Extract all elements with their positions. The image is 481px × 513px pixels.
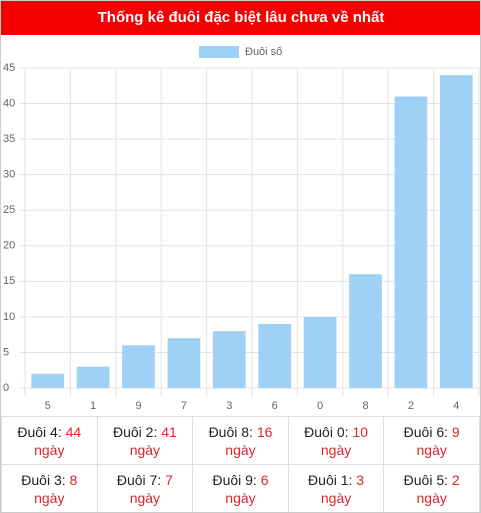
cell-label: Đuôi 1: — [308, 471, 353, 488]
cell-unit: ngày — [129, 489, 161, 506]
bar — [303, 316, 337, 388]
bar — [439, 75, 473, 388]
bar — [31, 373, 65, 388]
cell-label: Đuôi 8: — [208, 423, 253, 440]
bar — [258, 324, 292, 388]
table-cell: Đuôi 1: 3 ngày — [287, 464, 385, 512]
table-row: Đuôi 3: 8 ngày Đuôi 7: 7 ngày Đuôi 9: 6 ngày Đ… — [1, 464, 480, 512]
x-tick-label: 0 — [317, 400, 323, 412]
x-tick-label: 8 — [362, 400, 368, 412]
legend-label: Đuôi số — [245, 46, 282, 58]
y-tick-label: 20 — [3, 240, 15, 252]
y-tick-label: 40 — [3, 97, 15, 109]
cell-value: 3 — [356, 471, 365, 488]
cell-unit: ngày — [34, 441, 65, 458]
table-cell: Đuôi 6: 9 ngày — [383, 416, 480, 465]
cell-unit: ngày — [320, 489, 352, 506]
chart: Thống kê đuôi đặc biệt lâu chưa về nhất … — [1, 1, 480, 412]
cell-label: Đuôi 3: — [21, 471, 66, 488]
y-tick-label: 30 — [3, 169, 15, 181]
y-tick-label: 15 — [3, 275, 15, 287]
bar — [212, 331, 246, 388]
cell-value: 8 — [69, 471, 78, 488]
cell-value: 10 — [352, 423, 368, 440]
bar — [394, 96, 428, 388]
x-tick-label: 7 — [181, 400, 187, 412]
y-tick-label: 10 — [3, 311, 15, 323]
cell-unit: ngày — [416, 441, 447, 458]
cell-value: 41 — [161, 423, 177, 440]
x-tick-label: 5 — [45, 400, 51, 412]
table-cell: Đuôi 9: 6 ngày — [192, 464, 289, 512]
cell-value: 2 — [451, 471, 460, 488]
table-cell: Đuôi 3: 8 ngày — [1, 464, 98, 512]
x-tick-label: 6 — [272, 400, 278, 412]
x-tick-label: 3 — [226, 400, 232, 412]
cell-value: 16 — [256, 423, 273, 440]
chart-title: Thống kê đuôi đặc biệt lâu chưa về nhất — [98, 9, 385, 26]
x-tick-label: 1 — [90, 400, 96, 412]
summary-table: Đuôi 4: 44 ngày Đuôi 2: 41 ngày Đuôi 8: 16 ng… — [1, 416, 480, 512]
bar — [167, 338, 201, 388]
cell-label: Đuôi 0: — [304, 423, 349, 440]
cell-unit: ngày — [225, 441, 256, 458]
cell-label: Đuôi 7: — [116, 471, 162, 488]
x-tick-label: 9 — [135, 400, 141, 412]
cell-unit: ngày — [34, 489, 65, 506]
table-cell: Đuôi 8: 16 ngày — [192, 416, 289, 465]
cell-label: Đuôi 2: — [112, 423, 158, 440]
cell-value: 44 — [65, 423, 82, 440]
y-tick-label: 5 — [3, 346, 9, 358]
cell-unit: ngày — [225, 489, 256, 506]
bar — [76, 366, 110, 388]
table-cell: Đuôi 4: 44 ngày — [1, 416, 98, 465]
table-row: Đuôi 4: 44 ngày Đuôi 2: 41 ngày Đuôi 8: 16 ng… — [1, 416, 480, 465]
legend-swatch — [199, 46, 239, 58]
cell-value: 9 — [451, 423, 460, 440]
cell-unit: ngày — [416, 489, 447, 506]
cell-unit: ngày — [129, 441, 161, 458]
cell-label: Đuôi 6: — [403, 423, 449, 440]
x-tick-label: 4 — [453, 400, 459, 412]
header-bar — [1, 1, 480, 35]
cell-label: Đuôi 5: — [403, 471, 449, 488]
y-tick-label: 35 — [3, 133, 15, 145]
y-tick-label: 45 — [3, 62, 15, 74]
x-tick-label: 2 — [408, 400, 414, 412]
y-tick-label: 25 — [3, 204, 15, 216]
table-cell: Đuôi 5: 2 ngày — [383, 464, 480, 512]
bar — [122, 345, 155, 388]
table-cell: Đuôi 7: 7 ngày — [96, 464, 194, 512]
bar — [349, 274, 382, 388]
cell-unit: ngày — [320, 441, 352, 458]
cell-label: Đuôi 4: — [17, 423, 62, 440]
cell-label: Đuôi 9: — [212, 471, 257, 488]
cell-value: 7 — [165, 471, 173, 488]
table-cell: Đuôi 0: 10 ngày — [287, 416, 385, 465]
cell-value: 6 — [260, 471, 269, 488]
table-cell: Đuôi 2: 41 ngày — [96, 416, 194, 465]
y-tick-label: 0 — [3, 382, 9, 394]
